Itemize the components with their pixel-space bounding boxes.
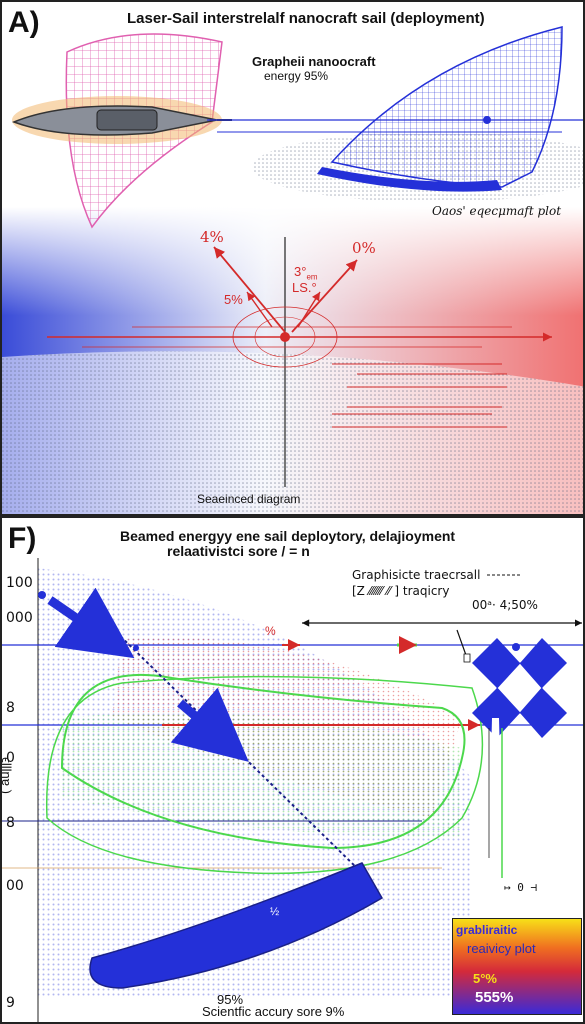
- panel-a-letter: A): [8, 6, 40, 39]
- dotted-surface: [2, 351, 583, 514]
- small-mark: ↦ 0 ⊣: [504, 881, 538, 894]
- y-label-2: 8: [6, 700, 15, 716]
- panel-f-letter: F): [8, 522, 37, 555]
- center-label: LS.°: [292, 280, 317, 295]
- color-legend-pct1: 5°%: [473, 971, 497, 986]
- inner-label: ½: [270, 906, 280, 918]
- legend-line2: [Z ⁄⁄⁄⁄⁄⁄⁄ ⁄⁄ ] traqicry: [352, 584, 450, 598]
- y-label-3: 0: [6, 750, 15, 766]
- y-label-4: 8: [6, 815, 15, 831]
- center-top-label: 3°em: [294, 264, 318, 282]
- craft-name: Grapheii nanoocraft: [252, 54, 376, 69]
- plot-label: Oaos' eqecμmaft plot: [432, 204, 562, 218]
- panel-f: F) Beamed energyy ene sail deploytory, d…: [0, 516, 585, 1024]
- color-legend-pct2: 555%: [475, 989, 514, 1006]
- blue-sail: [330, 26, 563, 188]
- color-legend: grabliraitic reaivicy plot 5°% 555%: [452, 918, 582, 1015]
- panel-a: A) Laser-Sail interstrelalf nanocraft sa…: [0, 0, 585, 516]
- legend-values: 00ᵃ· 4;50%: [472, 598, 538, 612]
- diamond-cluster: [472, 638, 567, 738]
- bottom-percent: 95%: [217, 992, 244, 1007]
- angle-right-label: 0%: [352, 239, 376, 257]
- panel-a-title: Laser-Sail interstrelalf nanocraft sail …: [127, 10, 485, 27]
- diagram-label: Seaeinced diagram: [197, 492, 301, 506]
- blue-sail-body: [89, 862, 384, 989]
- legend-line1: Graphisicte traecrsall: [352, 568, 481, 582]
- center-top-sub: em: [306, 272, 318, 282]
- green-trajectory-loop: [60, 673, 466, 850]
- y-label-0: 100: [6, 575, 33, 591]
- y-label-6: 9: [6, 995, 15, 1011]
- arrow-label: %: [265, 624, 276, 638]
- y-axis-title: ϵlllnɐ ): [0, 757, 14, 794]
- panel-a-artwork: [2, 26, 583, 514]
- center-top-value: 3°: [294, 264, 307, 279]
- y-label-1: 000: [6, 610, 33, 626]
- panel-f-title-line2: relaativistci sore / = n: [167, 543, 310, 559]
- color-legend-line2: reaivicy plot: [467, 941, 536, 956]
- energy-label: energy 95%: [264, 69, 329, 83]
- footer-score: Scientfic accury sore 9%: [202, 1004, 345, 1019]
- color-legend-line1: grabliraitic: [456, 923, 518, 937]
- panel-f-artwork: [2, 558, 583, 1022]
- panel-f-title-line1: Beamed energyy ene sail deploytory, dela…: [120, 528, 456, 544]
- angle-left-label: 4%: [200, 228, 224, 246]
- left-mid-label: 5%: [224, 292, 243, 307]
- y-label-5: 00: [6, 878, 24, 894]
